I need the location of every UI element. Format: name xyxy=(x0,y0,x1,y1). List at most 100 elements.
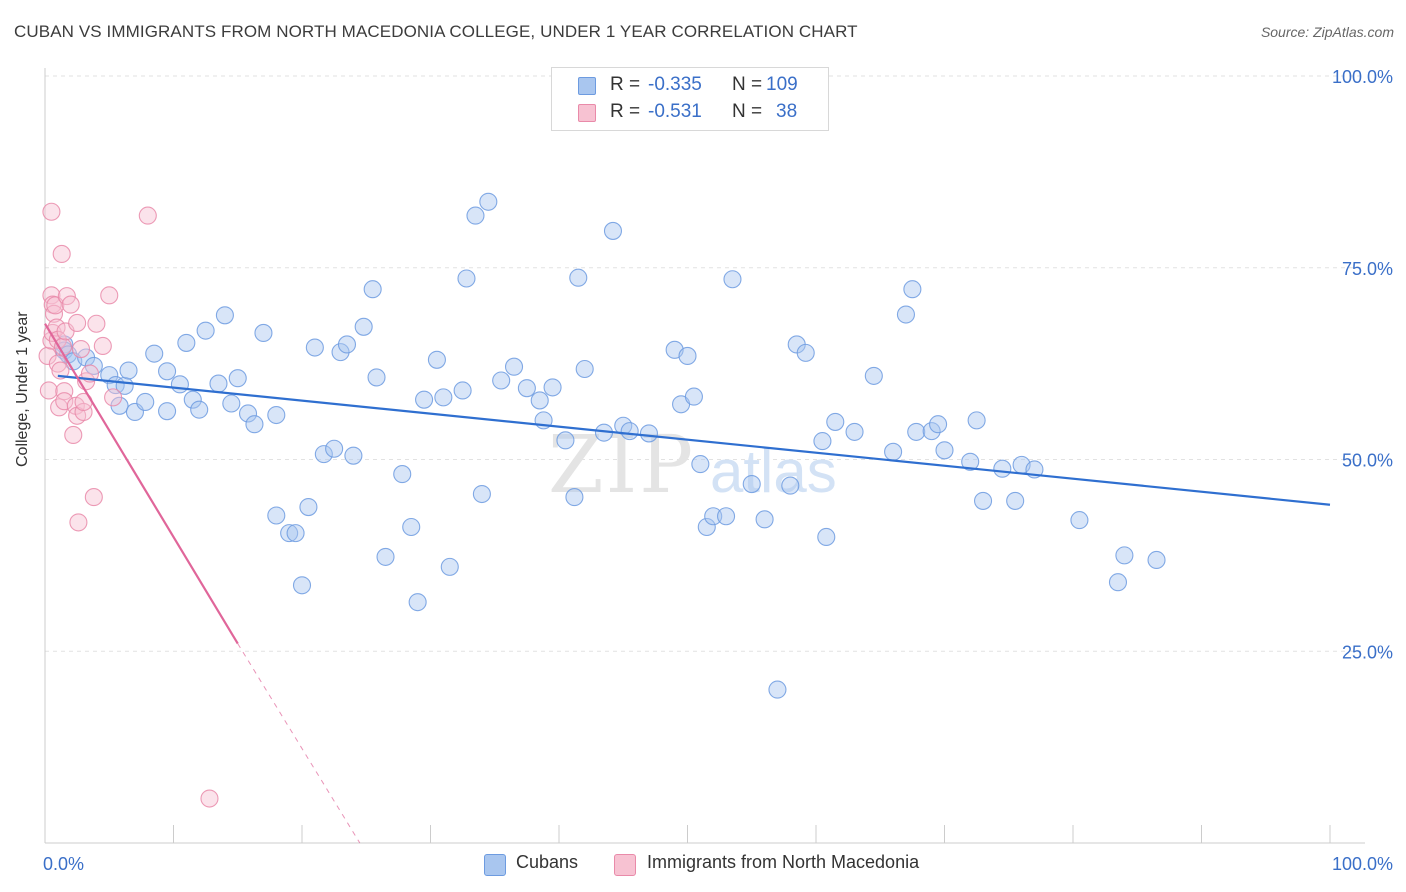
macedonia-point xyxy=(64,425,83,445)
cubans-point xyxy=(678,346,697,366)
cubans-point xyxy=(280,524,299,543)
cubans-point xyxy=(1147,550,1166,570)
cubans-point xyxy=(826,412,845,431)
cubans-point xyxy=(136,392,155,412)
macedonia-point xyxy=(200,789,219,808)
cubans-point xyxy=(796,343,815,362)
macedonia-point xyxy=(55,382,74,401)
cubans-point xyxy=(530,391,549,410)
cubans-point xyxy=(427,350,446,369)
cubans-point xyxy=(896,305,916,324)
macedonia-point xyxy=(84,488,103,507)
macedonia-point xyxy=(52,244,71,263)
y-tick-label: 75.0% xyxy=(1342,259,1393,279)
cubans-point xyxy=(228,369,247,388)
cubans-point xyxy=(556,431,575,450)
cubans-point xyxy=(393,465,412,484)
macedonia-point xyxy=(57,287,76,306)
bottom-legend-swatch-cubans xyxy=(484,854,506,876)
cubans-point xyxy=(492,371,511,390)
cubans-point xyxy=(466,206,485,225)
cubans-point xyxy=(453,381,472,400)
macedonia-point xyxy=(138,206,157,225)
cubans-point xyxy=(569,268,588,287)
macedonia-point xyxy=(87,314,106,333)
cubans-trend-line xyxy=(57,374,1331,506)
cubans-point xyxy=(504,357,524,376)
cubans-point xyxy=(177,333,196,352)
cubans-point xyxy=(704,507,723,526)
cubans-point xyxy=(1070,511,1089,530)
cubans-point xyxy=(697,517,716,537)
cubans-point xyxy=(222,394,241,413)
macedonia-point xyxy=(74,402,93,421)
cubans-point xyxy=(813,432,832,451)
cubans-point xyxy=(742,474,761,494)
cubans-point xyxy=(434,388,453,407)
cubans-point xyxy=(376,547,395,566)
cubans-point xyxy=(337,335,357,354)
cubans-point xyxy=(299,498,318,517)
cubans-point xyxy=(1108,573,1128,592)
cubans-point xyxy=(196,321,215,340)
cubans-point xyxy=(575,359,594,379)
cubans-point xyxy=(457,269,476,288)
bottom-legend-label-cubans: Cubans xyxy=(516,852,579,872)
cubans-point xyxy=(884,442,903,461)
legend-row-macedonia: R = -0.531 N = 38 xyxy=(552,100,828,126)
y-tick-label: 100.0% xyxy=(1332,67,1393,87)
cubans-point xyxy=(961,452,980,471)
cubans-point xyxy=(565,488,584,507)
cubans-point xyxy=(254,323,273,342)
cubans-point xyxy=(768,680,787,699)
cubans-point xyxy=(344,446,363,465)
bottom-legend-label-macedonia: Immigrants from North Macedonia xyxy=(647,852,920,872)
cubans-point xyxy=(292,576,312,595)
cubans-point xyxy=(325,439,344,458)
cubans-point xyxy=(415,390,434,409)
macedonia-point xyxy=(68,313,87,333)
cubans-point xyxy=(367,368,386,387)
macedonia-point xyxy=(61,295,80,314)
cubans-point xyxy=(440,557,459,576)
macedonia-point xyxy=(38,346,57,366)
source-label: Source: ZipAtlas.com xyxy=(1260,24,1394,40)
cubans-point xyxy=(267,506,286,525)
cubans-point xyxy=(215,306,234,325)
macedonia-point xyxy=(39,381,58,400)
macedonia-point xyxy=(104,388,123,407)
cubans-point xyxy=(903,280,922,299)
cubans-point xyxy=(305,338,324,357)
cubans-point xyxy=(100,366,119,385)
cubans-point xyxy=(158,402,177,421)
legend-n-value: 38 xyxy=(776,101,798,122)
legend-swatch-macedonia xyxy=(578,104,596,122)
cubans-point xyxy=(922,422,941,441)
cubans-point xyxy=(864,366,883,385)
cubans-point xyxy=(620,422,639,441)
legend-n-label: N = xyxy=(732,74,763,95)
cubans-point xyxy=(907,422,926,441)
cubans-point xyxy=(331,343,350,362)
legend-row-cubans: R = -0.335 N = 109 xyxy=(552,73,828,99)
cubans-point xyxy=(603,221,623,240)
cubans-point xyxy=(845,422,864,441)
cubans-point xyxy=(723,270,742,289)
y-tick-label: 25.0% xyxy=(1342,642,1393,662)
y-axis-label: College, Under 1 year xyxy=(14,311,31,467)
macedonia-point xyxy=(93,336,112,356)
legend-n-label: N = xyxy=(732,101,763,122)
cubans-point xyxy=(472,484,491,504)
cubans-point xyxy=(408,593,427,612)
cubans-point xyxy=(119,361,138,380)
cubans-point xyxy=(170,375,189,394)
cubans-point xyxy=(684,387,703,406)
macedonia-trend-extension xyxy=(237,643,361,844)
cubans-point xyxy=(781,476,800,495)
cubans-point xyxy=(245,415,264,434)
cubans-point xyxy=(639,424,659,443)
cubans-point xyxy=(354,317,373,336)
cubans-point xyxy=(402,517,421,537)
cubans-point xyxy=(929,415,948,434)
